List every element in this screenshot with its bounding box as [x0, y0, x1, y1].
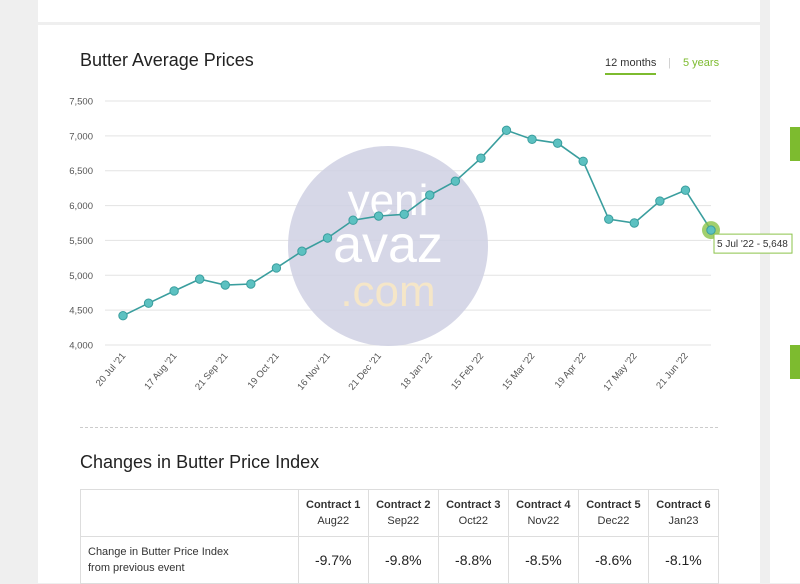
- column-name: Contract 3: [446, 499, 501, 511]
- point: [348, 215, 358, 225]
- header-cell: [80, 489, 299, 537]
- column-sub: Nov22: [527, 515, 560, 527]
- column-sub: Jan23: [668, 515, 699, 527]
- watermark-circle: [288, 146, 488, 346]
- y-tick-label: 7,000: [69, 131, 93, 142]
- header-cell: Contract 2 Sep22: [367, 489, 439, 537]
- header-cell: Contract 1 Aug22: [297, 489, 369, 537]
- point: [527, 134, 537, 145]
- header-row: Contract 1 Aug22 Contract 2 Sep22 Contract 3…: [80, 489, 720, 537]
- x-tick-label: 21 Dec '21: [347, 351, 384, 393]
- point: [655, 196, 665, 206]
- watermark-text: .com: [340, 267, 435, 316]
- point: [629, 218, 640, 228]
- tab[interactable]: 12 months: [605, 57, 657, 75]
- column-name: Contract 1: [306, 499, 361, 511]
- x-tick-label: 20 Jul '21: [94, 351, 128, 389]
- section-title: Changes in Butter Price Index: [80, 452, 320, 472]
- x-tick-label: 19 Oct '21: [246, 351, 282, 391]
- top-panel: [38, 0, 760, 22]
- point: [271, 263, 282, 273]
- y-tick-label: 5,000: [69, 271, 93, 282]
- table-cell: -8.6%: [577, 536, 649, 584]
- point: [604, 214, 614, 224]
- point: [220, 280, 230, 290]
- header-cell: Contract 4 Nov22: [507, 489, 579, 537]
- x-tick-label: 18 Jan '22: [399, 351, 435, 391]
- table-cell: -8.8%: [437, 536, 509, 584]
- point: [373, 211, 384, 221]
- point: [450, 176, 461, 186]
- x-tick-label: 21 Jun '22: [654, 351, 690, 391]
- point: [246, 279, 256, 289]
- column-name: Contract 5: [586, 499, 641, 511]
- point: [501, 125, 512, 135]
- point: [680, 185, 691, 195]
- table-cell: -8.1%: [647, 536, 720, 584]
- table-cell: -9.8%: [367, 536, 439, 584]
- row-label-cell: Change in Butter Price Index from previo…: [80, 536, 299, 584]
- side-panel: [770, 0, 800, 583]
- watermark-text: yeni: [348, 176, 429, 225]
- y-tick-label: 6,500: [69, 166, 93, 177]
- point: [143, 298, 154, 308]
- header-cell: Contract 3 Oct22: [437, 489, 509, 537]
- header-cell: Contract 5 Dec22: [577, 489, 649, 537]
- point: [476, 153, 486, 163]
- column-sub: Dec22: [597, 515, 630, 527]
- column-sub: Aug22: [317, 515, 350, 527]
- point: [169, 286, 179, 296]
- column-name: Contract 4: [516, 499, 571, 511]
- y-tick-label: 6,000: [69, 201, 93, 212]
- point: [552, 138, 563, 148]
- y-tick-label: 5,500: [69, 236, 93, 247]
- point: [322, 233, 333, 243]
- header-cell: Contract 6 Jan23: [647, 489, 720, 537]
- point: [425, 190, 435, 200]
- y-tick-label: 4,000: [69, 341, 93, 352]
- x-tick-label: 17 May '22: [601, 351, 639, 393]
- y-tick-label: 7,500: [69, 97, 93, 108]
- x-tick-label: 16 Nov '21: [295, 351, 332, 393]
- row-label: Change in Butter Price Index from previo…: [88, 546, 229, 574]
- side-accent: [790, 127, 800, 161]
- column-sub: Oct22: [458, 515, 488, 527]
- watermark-text: avaz: [333, 216, 443, 274]
- tooltip-box: [713, 233, 793, 254]
- x-tick-label: 15 Feb '22: [449, 351, 486, 392]
- column-name: Contract 2: [376, 499, 431, 511]
- column-sub: Sep22: [387, 515, 420, 527]
- column-name: Contract 6: [656, 499, 711, 511]
- point: [118, 311, 128, 321]
- point: [194, 274, 205, 284]
- x-tick-label: 15 Mar '22: [500, 351, 537, 392]
- x-tick-label: 21 Sep '21: [193, 351, 230, 393]
- tab-separator: |: [668, 57, 671, 69]
- table-cell: -9.7%: [297, 536, 369, 584]
- tooltip-text: 5 Jul '22 - 5,648: [717, 239, 788, 250]
- chart-title: Butter Average Prices: [80, 50, 254, 70]
- x-tick-label: 19 Apr '22: [553, 351, 589, 391]
- side-accent: [790, 345, 800, 379]
- x-tick-label: 17 Aug '21: [142, 351, 179, 392]
- divider: [80, 427, 718, 428]
- tab[interactable]: 5 years: [683, 57, 720, 69]
- point: [578, 156, 588, 167]
- table-cell: -8.5%: [507, 536, 579, 584]
- watermark: yeni avaz .com: [288, 146, 488, 346]
- table: Contract 1 Aug22 Contract 2 Sep22 Contract 3…: [80, 489, 720, 584]
- point: [297, 246, 307, 256]
- point: [706, 225, 716, 235]
- y-tick-label: 4,500: [69, 306, 93, 317]
- point: [399, 209, 409, 219]
- table-row: Change in Butter Price Index from previo…: [80, 536, 720, 584]
